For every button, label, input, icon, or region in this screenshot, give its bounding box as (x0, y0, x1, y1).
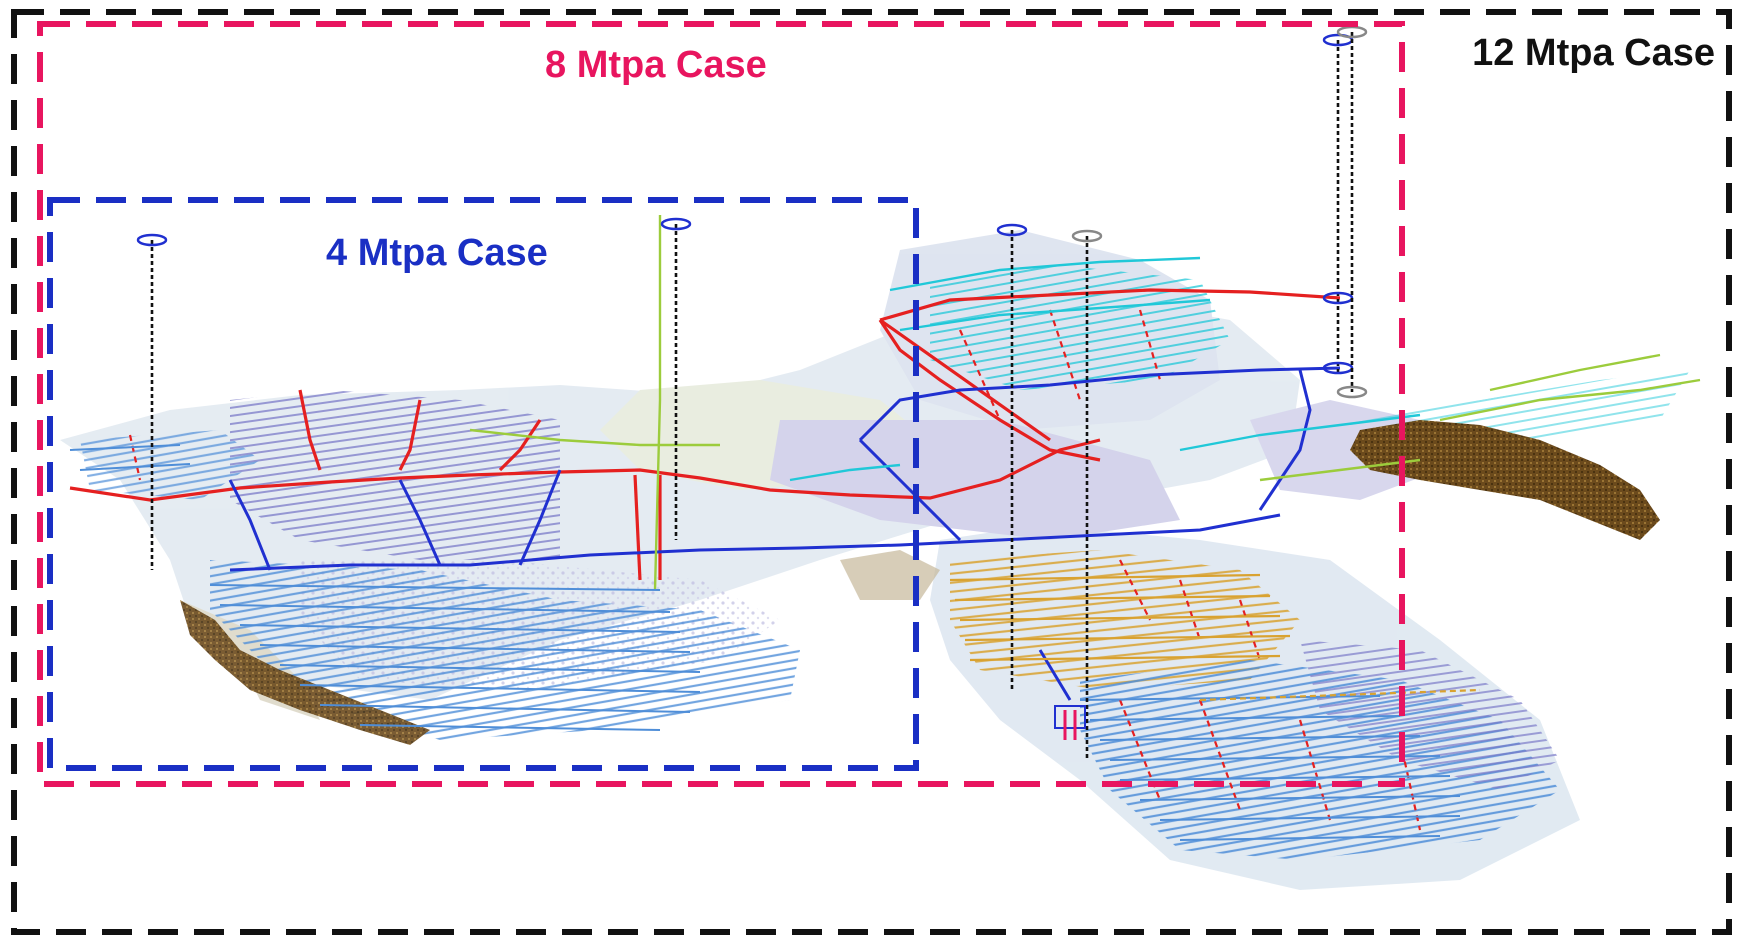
shaft-east-blue (996, 223, 1028, 690)
label-8-mtpa-case: 8 Mtpa Case (545, 44, 767, 86)
shaft-central (660, 217, 692, 540)
east-level-lines (1079, 695, 1461, 841)
shaft-northeast-blue (1322, 33, 1354, 375)
boundary-8-mtpa (37, 21, 1405, 787)
shaft-west (136, 233, 168, 570)
cyan-drives (789, 256, 1421, 482)
label-12-mtpa-case: 12 Mtpa Case (1472, 32, 1715, 74)
orange-level-lines (949, 573, 1481, 702)
shaft-northeast-grey (1336, 25, 1368, 399)
boundary-4-mtpa (47, 197, 919, 771)
green-drives (469, 215, 1701, 591)
red-drives (69, 288, 1341, 581)
boundary-12-mtpa (11, 9, 1732, 935)
shaft-east-grey (1071, 229, 1103, 760)
west-level-lines (69, 444, 701, 731)
label-4-mtpa-case: 4 Mtpa Case (326, 232, 548, 274)
crusher-station (1054, 705, 1086, 740)
